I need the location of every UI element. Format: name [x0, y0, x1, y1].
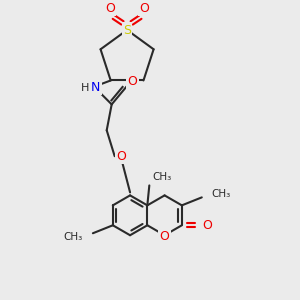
Text: S: S — [123, 23, 131, 37]
Text: O: O — [139, 2, 149, 15]
Text: H: H — [81, 83, 89, 93]
Text: CH₃: CH₃ — [152, 172, 172, 182]
Text: O: O — [117, 150, 127, 163]
Text: O: O — [128, 75, 137, 88]
Text: O: O — [160, 230, 170, 243]
Text: CH₃: CH₃ — [64, 232, 83, 242]
Text: CH₃: CH₃ — [212, 189, 231, 200]
Text: N: N — [91, 81, 101, 94]
Text: O: O — [202, 219, 212, 232]
Text: O: O — [105, 2, 115, 15]
